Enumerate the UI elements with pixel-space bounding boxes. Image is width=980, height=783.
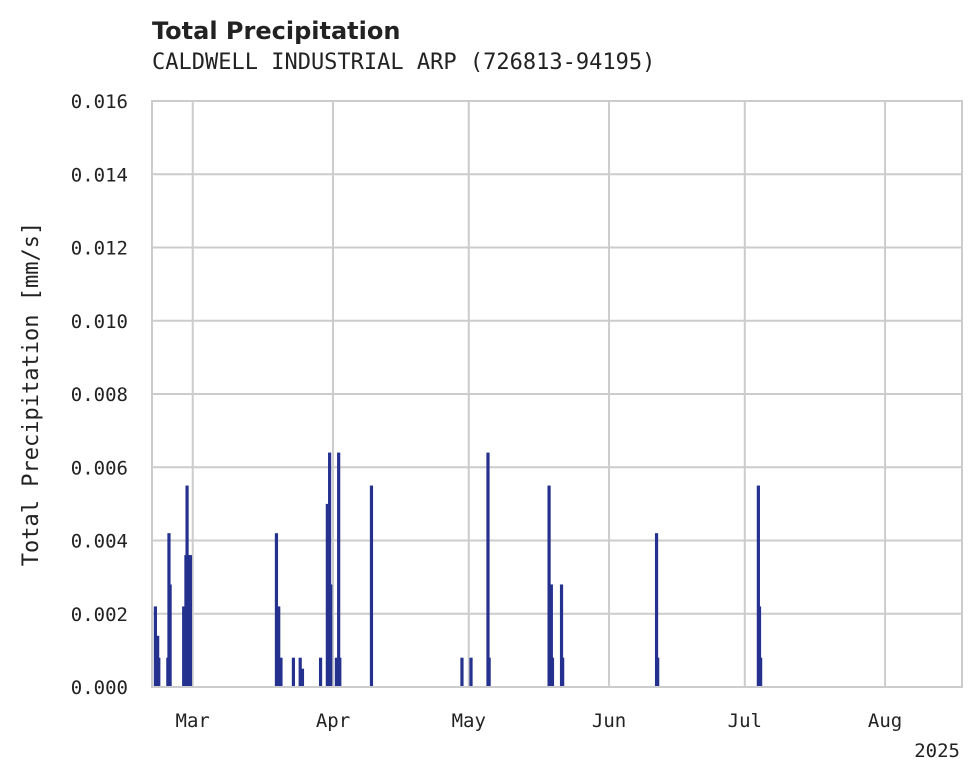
precipitation-bar bbox=[279, 657, 283, 687]
plot-frame bbox=[151, 100, 963, 688]
x-axis-year-label: 2025 bbox=[914, 740, 960, 762]
y-tick-label: 0.016 bbox=[71, 91, 128, 113]
precipitation-bar bbox=[277, 606, 281, 687]
precipitation-bar bbox=[182, 606, 186, 687]
precipitation-bar bbox=[300, 668, 305, 687]
bar-series bbox=[153, 452, 763, 687]
precipitation-bar bbox=[274, 533, 279, 687]
precipitation-bar bbox=[486, 452, 490, 687]
precipitation-bar bbox=[756, 485, 760, 687]
precipitation-bar bbox=[337, 452, 341, 687]
x-tick-label: Jul bbox=[728, 710, 762, 732]
precipitation-bar bbox=[325, 503, 329, 687]
precipitation-bar bbox=[369, 485, 374, 687]
y-tick-label: 0.002 bbox=[71, 604, 128, 626]
precipitation-bar bbox=[168, 584, 172, 687]
precipitation-bar bbox=[328, 452, 332, 687]
precipitation-bar bbox=[188, 555, 193, 687]
x-tick-label: Aug bbox=[868, 710, 902, 732]
y-axis-ticks: 0.000 0.002 0.004 0.006 0.008 0.010 0.012 0.014… bbox=[71, 91, 128, 699]
precipitation-bar bbox=[460, 657, 464, 687]
precipitation-bar bbox=[153, 606, 157, 687]
x-tick-label: Jun bbox=[592, 710, 626, 732]
precipitation-bar bbox=[487, 657, 491, 687]
precipitation-bar bbox=[550, 657, 555, 687]
precipitation-bar bbox=[559, 584, 564, 687]
precipitation-bar bbox=[157, 657, 161, 687]
precipitation-bar bbox=[338, 657, 342, 687]
precipitation-bar bbox=[469, 657, 473, 687]
chart-subtitle: CALDWELL INDUSTRIAL ARP (726813-94195) bbox=[152, 50, 656, 75]
precipitation-bar bbox=[329, 584, 333, 687]
y-tick-label: 0.008 bbox=[71, 384, 128, 406]
y-axis-label: Total Precipitation [mm/s] bbox=[19, 222, 44, 566]
precipitation-bar bbox=[334, 657, 338, 687]
precipitation-bar bbox=[561, 657, 565, 687]
precipitation-bar bbox=[547, 485, 551, 687]
precipitation-bar bbox=[549, 584, 553, 687]
y-tick-label: 0.004 bbox=[71, 531, 128, 553]
precipitation-bar bbox=[291, 657, 296, 687]
y-tick-label: 0.006 bbox=[71, 457, 128, 479]
precipitation-bar bbox=[759, 657, 763, 687]
chart-title: Total Precipitation bbox=[152, 17, 401, 45]
x-axis-ticks: Mar Apr May Jun Jul Aug bbox=[176, 710, 903, 732]
precipitation-bar bbox=[654, 533, 659, 687]
precipitation-bar bbox=[656, 657, 660, 687]
x-tick-label: Mar bbox=[176, 710, 210, 732]
grid-lines bbox=[152, 100, 962, 688]
y-tick-label: 0.000 bbox=[71, 677, 128, 699]
y-tick-label: 0.010 bbox=[71, 311, 128, 333]
y-tick-label: 0.014 bbox=[71, 164, 128, 186]
y-tick-label: 0.012 bbox=[71, 238, 128, 260]
x-tick-label: Apr bbox=[316, 710, 350, 732]
x-tick-label: May bbox=[452, 710, 486, 732]
precipitation-bar bbox=[298, 657, 302, 687]
precipitation-bar bbox=[757, 606, 762, 687]
precipitation-bar bbox=[318, 657, 323, 687]
